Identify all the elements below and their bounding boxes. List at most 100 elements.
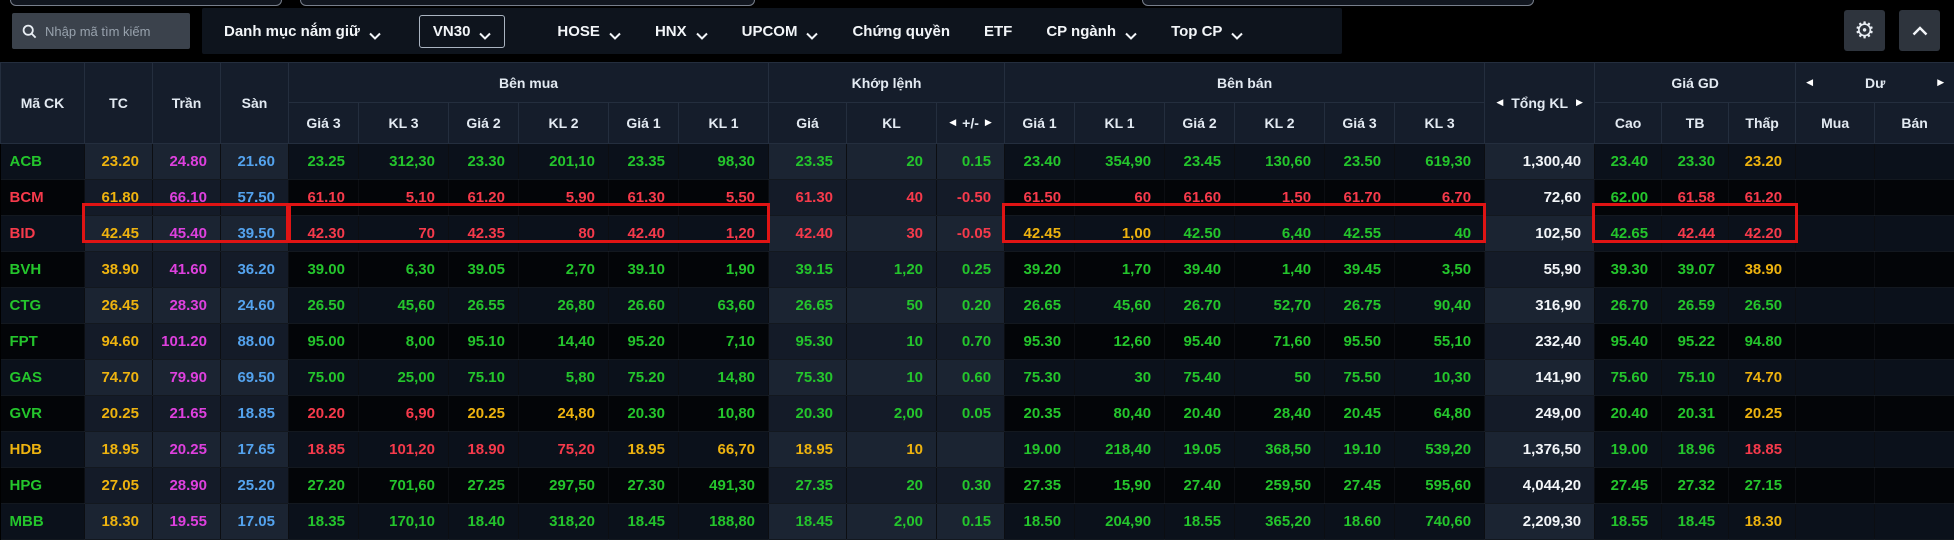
col-header-ban-kl2[interactable]: KL 2	[1234, 102, 1326, 144]
mua-kl3-cell[interactable]: 701,60	[358, 467, 449, 504]
tong-kl-cell[interactable]: 102,50	[1484, 215, 1596, 252]
tab-vn30[interactable]: VN30	[418, 14, 506, 48]
san-cell[interactable]: 17.65	[220, 431, 289, 468]
mua-kl3-cell[interactable]: 5,10	[358, 179, 449, 216]
thap-cell[interactable]: 26.50	[1728, 287, 1797, 324]
tran-cell[interactable]: 101.20	[152, 323, 221, 360]
ticker-cell[interactable]: FPT	[0, 323, 85, 360]
khop-gia-cell[interactable]: 61.30	[768, 179, 848, 216]
mua-kl1-cell[interactable]: 14,80	[678, 359, 770, 396]
cao-cell[interactable]: 95.40	[1594, 323, 1663, 360]
khop-change-cell[interactable]: 0.60	[936, 359, 1006, 396]
du-mua-cell[interactable]	[1795, 179, 1876, 216]
ban-gia3-cell[interactable]: 23.50	[1324, 143, 1396, 180]
du-ban-cell[interactable]	[1874, 359, 1954, 396]
khop-gia-cell[interactable]: 20.30	[768, 395, 848, 432]
mua-gia2-cell[interactable]: 39.05	[448, 251, 519, 288]
khop-change-cell[interactable]: 0.25	[936, 251, 1006, 288]
ban-kl3-cell[interactable]: 595,60	[1394, 467, 1486, 504]
khop-kl-cell[interactable]: 10	[846, 431, 938, 468]
san-cell[interactable]: 17.05	[220, 503, 289, 540]
ban-kl1-cell[interactable]: 1,70	[1074, 251, 1166, 288]
khop-change-cell[interactable]: 0.70	[936, 323, 1006, 360]
mua-gia3-cell[interactable]: 18.35	[288, 503, 359, 540]
san-cell[interactable]: 18.85	[220, 395, 289, 432]
tran-cell[interactable]: 24.80	[152, 143, 221, 180]
col-header-mua-kl3[interactable]: KL 3	[358, 102, 449, 144]
thap-cell[interactable]: 20.25	[1728, 395, 1797, 432]
col-header-mua-kl2[interactable]: KL 2	[518, 102, 609, 144]
san-cell[interactable]: 57.50	[220, 179, 289, 216]
mua-gia1-cell[interactable]: 39.10	[608, 251, 679, 288]
ban-gia2-cell[interactable]: 20.40	[1164, 395, 1236, 432]
ban-kl2-cell[interactable]: 1,50	[1234, 179, 1326, 216]
col-header-san[interactable]: Sàn	[220, 62, 289, 144]
mua-kl1-cell[interactable]: 98,30	[678, 143, 770, 180]
khop-kl-cell[interactable]: 20	[846, 143, 938, 180]
tran-cell[interactable]: 66.10	[152, 179, 221, 216]
khop-kl-cell[interactable]: 2,00	[846, 395, 938, 432]
khop-change-cell[interactable]: 0.20	[936, 287, 1006, 324]
table-row[interactable]: HDB 18.95 20.25 17.65 18.85 101,20 18.90 75,20 1…	[0, 431, 1954, 468]
col-header-tc[interactable]: TC	[84, 62, 153, 144]
du-ban-cell[interactable]	[1874, 467, 1954, 504]
khop-gia-cell[interactable]: 18.45	[768, 503, 848, 540]
table-row[interactable]: GAS 74.70 79.90 69.50 75.00 25,00 75.10 5,80 75.…	[0, 359, 1954, 396]
col-header-du-mua[interactable]: Mua	[1795, 102, 1876, 144]
ban-gia1-cell[interactable]: 23.40	[1004, 143, 1076, 180]
khop-kl-cell[interactable]: 40	[846, 179, 938, 216]
khop-change-cell[interactable]: 0.30	[936, 467, 1006, 504]
ban-gia3-cell[interactable]: 61.70	[1324, 179, 1396, 216]
mua-kl3-cell[interactable]: 6,30	[358, 251, 449, 288]
mua-kl1-cell[interactable]: 10,80	[678, 395, 770, 432]
du-mua-cell[interactable]	[1795, 143, 1876, 180]
du-ban-cell[interactable]	[1874, 143, 1954, 180]
khop-gia-cell[interactable]: 75.30	[768, 359, 848, 396]
mua-kl3-cell[interactable]: 70	[358, 215, 449, 252]
ban-gia2-cell[interactable]: 95.40	[1164, 323, 1236, 360]
khop-kl-cell[interactable]: 10	[846, 323, 938, 360]
san-cell[interactable]: 24.60	[220, 287, 289, 324]
col-header-thap[interactable]: Thấp	[1728, 102, 1797, 144]
san-cell[interactable]: 36.20	[220, 251, 289, 288]
table-row[interactable]: BVH 38.90 41.60 36.20 39.00 6,30 39.05 2,70 39.1…	[0, 251, 1954, 288]
table-row[interactable]: ACB 23.20 24.80 21.60 23.25 312,30 23.30 201,10…	[0, 143, 1954, 180]
du-mua-cell[interactable]	[1795, 395, 1876, 432]
mua-gia3-cell[interactable]: 42.30	[288, 215, 359, 252]
mua-gia1-cell[interactable]: 26.60	[608, 287, 679, 324]
ban-gia1-cell[interactable]: 75.30	[1004, 359, 1076, 396]
ban-kl2-cell[interactable]: 365,20	[1234, 503, 1326, 540]
mua-kl1-cell[interactable]: 188,80	[678, 503, 770, 540]
mua-gia3-cell[interactable]: 18.85	[288, 431, 359, 468]
ban-kl2-cell[interactable]: 6,40	[1234, 215, 1326, 252]
ban-kl2-cell[interactable]: 130,60	[1234, 143, 1326, 180]
du-mua-cell[interactable]	[1795, 503, 1876, 540]
ban-kl3-cell[interactable]: 55,10	[1394, 323, 1486, 360]
col-header-ban-gia2[interactable]: Giá 2	[1164, 102, 1236, 144]
tc-cell[interactable]: 18.95	[84, 431, 153, 468]
thap-cell[interactable]: 38.90	[1728, 251, 1797, 288]
mua-kl2-cell[interactable]: 2,70	[518, 251, 609, 288]
mua-gia1-cell[interactable]: 18.45	[608, 503, 679, 540]
col-header-mua-kl1[interactable]: KL 1	[677, 102, 770, 144]
ticker-cell[interactable]: BID	[0, 215, 85, 252]
khop-gia-cell[interactable]: 39.15	[768, 251, 848, 288]
table-row[interactable]: CTG 26.45 28.30 24.60 26.50 45,60 26.55 26,80 26…	[0, 287, 1954, 324]
mua-gia2-cell[interactable]: 26.55	[448, 287, 519, 324]
ban-gia2-cell[interactable]: 19.05	[1164, 431, 1236, 468]
tran-cell[interactable]: 28.90	[152, 467, 221, 504]
right-arrow-icon[interactable]: ▶	[984, 118, 992, 128]
cao-cell[interactable]: 62.00	[1594, 179, 1663, 216]
du-ban-cell[interactable]	[1874, 323, 1954, 360]
tran-cell[interactable]: 45.40	[152, 215, 221, 252]
ban-kl3-cell[interactable]: 740,60	[1394, 503, 1486, 540]
khop-change-cell[interactable]: -0.50	[936, 179, 1006, 216]
tong-kl-cell[interactable]: 4,044,20	[1484, 467, 1596, 504]
mua-gia3-cell[interactable]: 27.20	[288, 467, 359, 504]
mua-gia2-cell[interactable]: 61.20	[448, 179, 519, 216]
left-arrow-icon[interactable]: ◀	[949, 118, 957, 128]
table-row[interactable]: BID 42.45 45.40 39.50 42.30 70 42.35 80 42.40 1,2…	[0, 215, 1954, 252]
mua-gia2-cell[interactable]: 20.25	[448, 395, 519, 432]
col-header-ban-gia1[interactable]: Giá 1	[1004, 102, 1076, 144]
settings-button[interactable]: ⚙	[1844, 10, 1885, 51]
